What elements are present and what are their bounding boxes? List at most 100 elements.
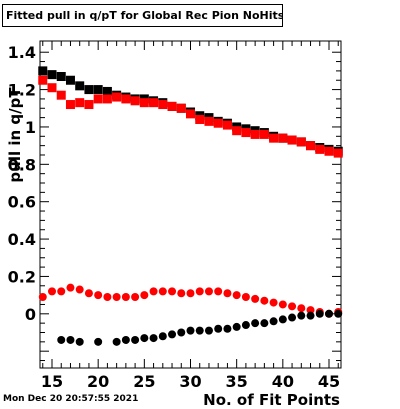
y-tick-label: 1 xyxy=(25,118,36,137)
series-3-point xyxy=(232,322,241,331)
x-tick-label: 40 xyxy=(272,372,294,391)
series-2-point xyxy=(306,306,315,315)
x-tick-label: 45 xyxy=(318,372,340,391)
series-3-point xyxy=(195,326,204,335)
series-1-point xyxy=(213,118,223,128)
series-2-point xyxy=(278,300,287,309)
series-0-point xyxy=(38,66,48,76)
series-3-point xyxy=(260,319,269,328)
series-2-point xyxy=(214,287,223,296)
timestamp: Mon Dec 20 20:57:55 2021 xyxy=(3,394,139,404)
series-1-point xyxy=(167,101,177,111)
series-0-point xyxy=(75,81,85,91)
series-1-point xyxy=(139,98,149,108)
series-1-point xyxy=(222,120,232,130)
series-1-point xyxy=(158,100,168,110)
x-tick-label: 20 xyxy=(87,372,109,391)
series-3-point xyxy=(158,332,167,341)
series-2-point xyxy=(121,292,130,301)
series-3-point xyxy=(306,311,315,320)
series-1-point xyxy=(47,83,57,93)
series-1-point xyxy=(38,75,48,85)
series-1-point xyxy=(324,146,334,156)
y-axis-title: pull in q/pT xyxy=(6,87,24,183)
series-3-point xyxy=(269,317,278,326)
series-2-point xyxy=(260,296,269,305)
series-2-point xyxy=(288,302,297,311)
series-1-point xyxy=(56,90,66,100)
series-0-point xyxy=(56,72,66,82)
series-0-point xyxy=(65,75,75,85)
series-3-point xyxy=(177,328,186,337)
series-2-point xyxy=(195,287,204,296)
series-1-point xyxy=(232,126,242,136)
x-tick-label: 30 xyxy=(179,372,201,391)
y-tick-label: 0.6 xyxy=(8,193,36,212)
x-tick-label: 35 xyxy=(226,372,248,391)
series-2-point xyxy=(168,287,177,296)
series-3-point xyxy=(251,319,260,328)
series-1-point xyxy=(176,103,186,113)
x-tick-label: 15 xyxy=(41,372,63,391)
series-1-point xyxy=(296,137,306,147)
series-2-point xyxy=(38,292,47,301)
series-1-point xyxy=(149,98,159,108)
series-2-point xyxy=(251,294,260,303)
series-2-point xyxy=(232,291,241,300)
series-1-point xyxy=(278,133,288,143)
series-3-point xyxy=(149,334,158,343)
x-axis-title: No. of Fit Points xyxy=(203,391,340,409)
series-3-point xyxy=(223,324,232,333)
series-1-point xyxy=(315,144,325,154)
series-2-point xyxy=(66,283,75,292)
series-3-point xyxy=(324,309,333,318)
series-2-point xyxy=(241,292,250,301)
series-2-point xyxy=(84,289,93,298)
series-2-point xyxy=(112,292,121,301)
series-0-point xyxy=(102,86,112,96)
x-tick-label: 25 xyxy=(133,372,155,391)
series-2-point xyxy=(223,289,232,298)
series-3-point xyxy=(121,335,130,344)
series-1-point xyxy=(250,129,260,139)
series-3-point xyxy=(204,326,213,335)
series-3-point xyxy=(112,337,121,346)
y-tick-label: 1.4 xyxy=(8,43,36,62)
series-2-point xyxy=(103,292,112,301)
y-tick-label: 0.2 xyxy=(8,267,36,286)
series-2-point xyxy=(48,287,57,296)
series-1-point xyxy=(195,114,205,124)
series-0-point xyxy=(47,70,57,80)
series-3-point xyxy=(214,324,223,333)
series-3-point xyxy=(66,335,75,344)
series-2-point xyxy=(140,291,149,300)
series-1-point xyxy=(121,94,131,104)
data-marks xyxy=(38,66,343,346)
tick-labels: 15 20 25 30 35 40 45 0 0.2 0.4 0.6 0.8 1 1.2 1.4 xyxy=(8,43,340,391)
series-2-point xyxy=(158,287,167,296)
series-3-point xyxy=(288,313,297,322)
series-2-point xyxy=(131,292,140,301)
series-2-point xyxy=(57,287,66,296)
series-2-point xyxy=(186,289,195,298)
series-2-point xyxy=(94,291,103,300)
series-1-point xyxy=(112,92,122,102)
series-1-point xyxy=(75,98,85,108)
series-3-point xyxy=(334,309,343,318)
series-3-point xyxy=(57,335,66,344)
series-3-point xyxy=(140,334,149,343)
series-3-point xyxy=(131,335,140,344)
series-2-point xyxy=(149,287,158,296)
series-1-point xyxy=(130,96,140,106)
y-tick-label: 0.4 xyxy=(8,230,36,249)
series-1-point xyxy=(259,129,269,139)
series-2-point xyxy=(177,289,186,298)
series-2-point xyxy=(297,304,306,313)
series-1-point xyxy=(186,109,195,119)
series-3-point xyxy=(278,315,287,324)
series-1-point xyxy=(269,133,279,143)
series-1-point xyxy=(84,100,94,110)
series-1-point xyxy=(287,135,297,145)
series-2-point xyxy=(204,287,213,296)
